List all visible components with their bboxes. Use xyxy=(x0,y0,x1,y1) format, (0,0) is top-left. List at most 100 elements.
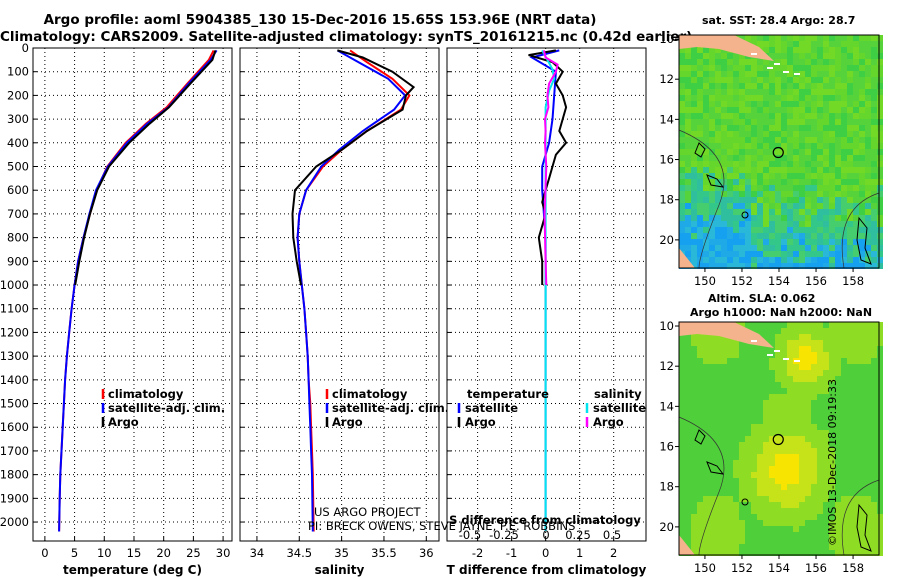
map-cell xyxy=(721,424,727,430)
map-cell xyxy=(871,436,877,442)
map-cell xyxy=(679,161,685,167)
map-cell xyxy=(859,35,865,41)
island-white xyxy=(794,360,800,362)
map-cell xyxy=(775,35,781,41)
map-cell xyxy=(733,209,739,215)
map-cell xyxy=(715,388,721,394)
map-cell xyxy=(781,340,787,346)
map-cell xyxy=(823,77,829,83)
map-cell xyxy=(799,346,805,352)
map-cell xyxy=(787,550,793,556)
map-cell xyxy=(865,161,871,167)
map-cell xyxy=(817,502,823,508)
map-cell xyxy=(691,340,697,346)
map-cell xyxy=(739,209,745,215)
map-cell xyxy=(799,442,805,448)
map-cell xyxy=(799,161,805,167)
map-cell xyxy=(793,131,799,137)
map-cell xyxy=(877,263,883,269)
map-cell xyxy=(697,388,703,394)
map-cell xyxy=(715,245,721,251)
map-cell xyxy=(871,125,877,131)
map-cell xyxy=(847,41,853,47)
map-cell xyxy=(763,203,769,209)
map-cell xyxy=(685,191,691,197)
map-cell xyxy=(679,77,685,83)
map-cell xyxy=(709,544,715,550)
map-cell xyxy=(685,532,691,538)
map-cell xyxy=(745,257,751,263)
map-cell xyxy=(787,544,793,550)
map-cell xyxy=(835,472,841,478)
map-cell xyxy=(859,346,865,352)
map-cell xyxy=(793,113,799,119)
map-cell xyxy=(775,65,781,71)
map-cell xyxy=(835,59,841,65)
map-cell xyxy=(865,155,871,161)
map-cell xyxy=(739,376,745,382)
map-cell xyxy=(787,167,793,173)
map-cell xyxy=(799,101,805,107)
map-cell xyxy=(769,53,775,59)
map-cell xyxy=(805,328,811,334)
map-cell xyxy=(679,532,685,538)
map-cell xyxy=(691,502,697,508)
map-cell xyxy=(733,454,739,460)
map-cell xyxy=(865,436,871,442)
map-cell xyxy=(763,137,769,143)
map-cell xyxy=(727,472,733,478)
map-cell xyxy=(775,424,781,430)
map-cell xyxy=(877,59,883,65)
map-cell xyxy=(733,161,739,167)
map-cell xyxy=(685,227,691,233)
map-cell xyxy=(691,412,697,418)
map-cell xyxy=(853,514,859,520)
map-cell xyxy=(847,442,853,448)
map-cell xyxy=(775,245,781,251)
map-cell xyxy=(865,370,871,376)
map-cell xyxy=(703,113,709,119)
map-cell xyxy=(787,400,793,406)
map-cell xyxy=(739,496,745,502)
map-cell xyxy=(691,113,697,119)
map-cell xyxy=(721,520,727,526)
map-cell xyxy=(721,101,727,107)
map-cell xyxy=(679,221,685,227)
map-cell xyxy=(763,155,769,161)
map-cell xyxy=(715,400,721,406)
map-cell xyxy=(817,352,823,358)
map-cell xyxy=(793,251,799,257)
lat-tick-label: -10 xyxy=(660,319,674,333)
y-tick-label: 600 xyxy=(7,183,29,197)
map-cell xyxy=(811,251,817,257)
map-cell xyxy=(769,370,775,376)
map-cell xyxy=(859,412,865,418)
map-cell xyxy=(709,532,715,538)
map-cell xyxy=(793,65,799,71)
map-cell xyxy=(781,508,787,514)
map-cell xyxy=(775,538,781,544)
map-cell xyxy=(733,203,739,209)
map-cell xyxy=(805,364,811,370)
map-cell xyxy=(829,161,835,167)
map-cell xyxy=(841,448,847,454)
map-cell xyxy=(715,544,721,550)
map-cell xyxy=(679,245,685,251)
map-cell xyxy=(865,460,871,466)
map-cell xyxy=(793,35,799,41)
map-cell xyxy=(841,508,847,514)
map-cell xyxy=(727,478,733,484)
map-cell xyxy=(715,59,721,65)
map-cell xyxy=(757,227,763,233)
map-cell xyxy=(721,382,727,388)
map-cell xyxy=(685,478,691,484)
map-cell xyxy=(847,436,853,442)
series-line xyxy=(296,49,407,532)
map-cell xyxy=(715,520,721,526)
map-cell xyxy=(739,550,745,556)
map-cell xyxy=(697,125,703,131)
map-cell xyxy=(781,119,787,125)
map-cell xyxy=(703,197,709,203)
y-tick-label: 1900 xyxy=(0,491,29,505)
map-cell xyxy=(727,131,733,137)
